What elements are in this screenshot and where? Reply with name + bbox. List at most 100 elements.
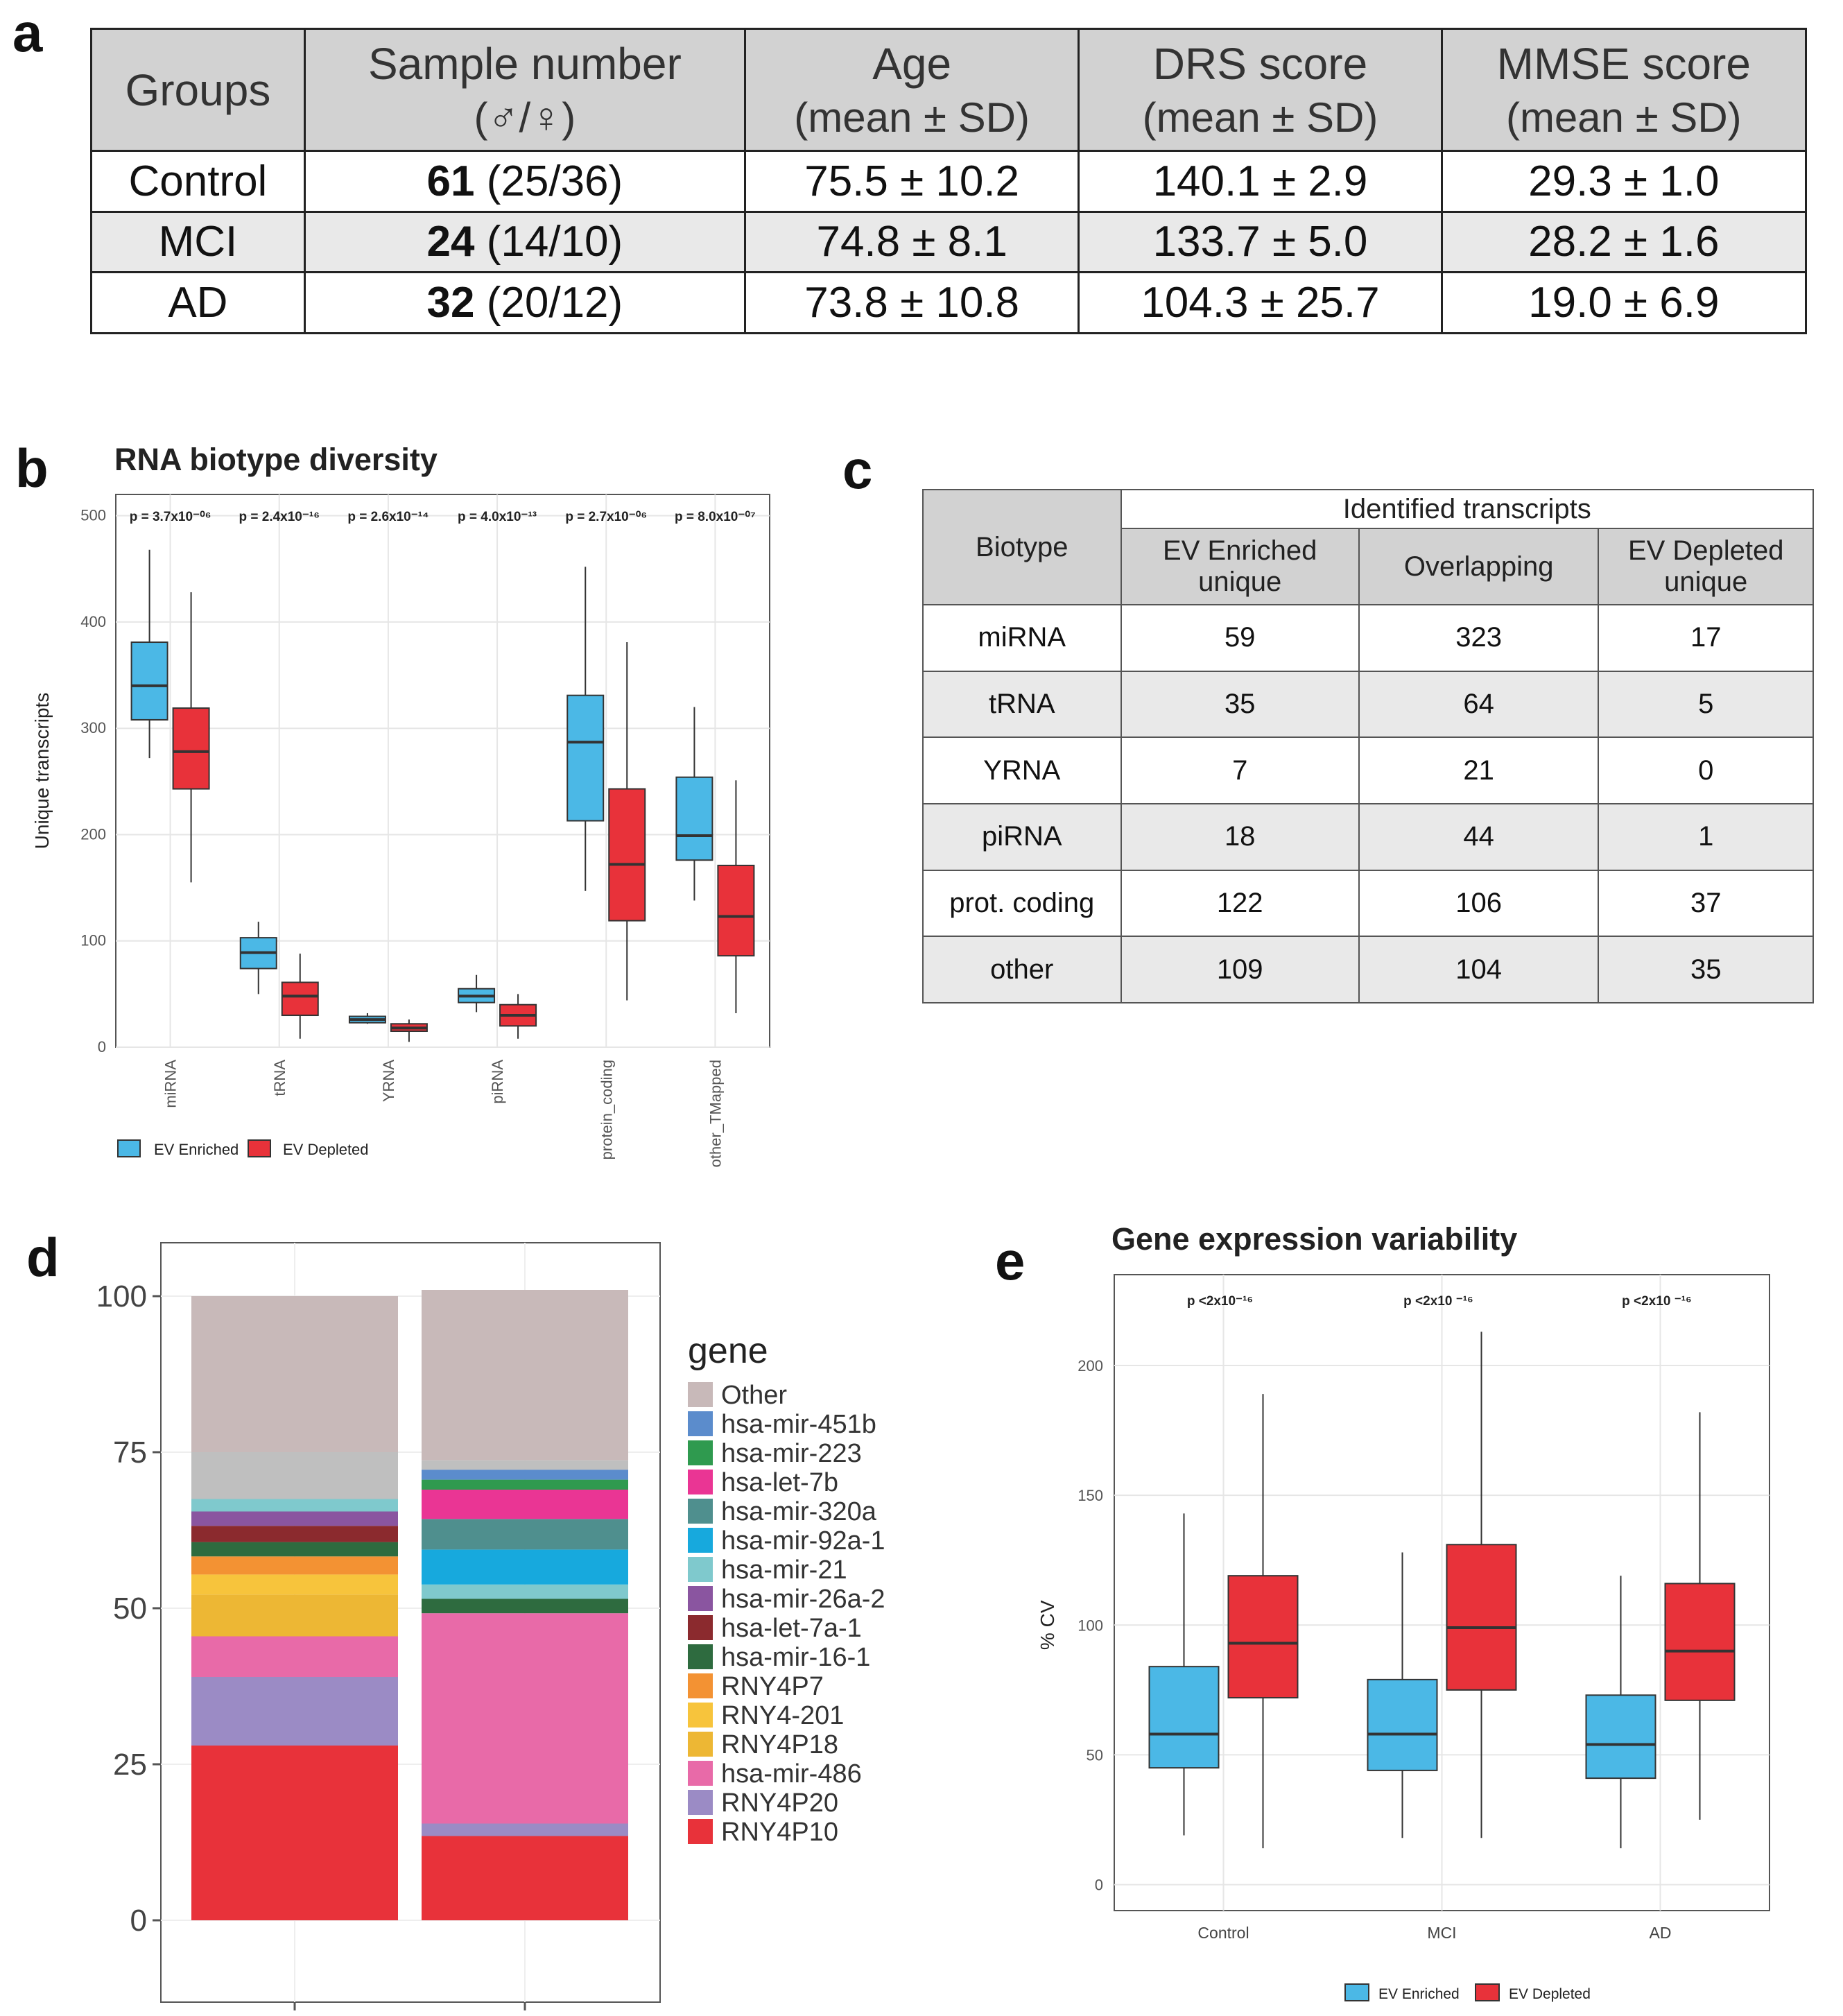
mmse-cell: 29.3 ± 1.0 — [1440, 150, 1808, 213]
p-value-label: p = 2.7x10⁻⁰⁶ — [565, 510, 647, 524]
age-cell: 75.5 ± 10.2 — [743, 150, 1080, 213]
overlap-cell: 21 — [1358, 736, 1600, 804]
y-tick-label: 200 — [80, 825, 106, 843]
mmse-cell: 28.2 ± 1.6 — [1440, 210, 1808, 274]
p-value-label: p <2x10⁻¹⁶ — [1187, 1294, 1253, 1309]
legend-title: gene — [688, 1331, 768, 1371]
y-axis-label: % CV — [1037, 1600, 1058, 1650]
x-tick-label: EV-depleted — [442, 2015, 608, 2016]
sample-cell: 24 (14/10) — [303, 210, 746, 274]
legend-label: hsa-mir-486 — [721, 1759, 862, 1789]
transcripts-table: Biotype Identified transcripts EV Enrich… — [922, 489, 1814, 1003]
legend-swatch — [688, 1615, 713, 1640]
header-ev-depleted: EV Depleted unique — [1598, 528, 1814, 605]
x-tick-label: miRNA — [162, 1060, 180, 1108]
table-row: AD 32 (20/12) 73.8 ± 10.8 104.3 ± 25.7 1… — [90, 271, 1808, 334]
enriched-cell: 18 — [1120, 802, 1360, 871]
header-identified-transcripts: Identified transcripts — [1120, 489, 1814, 529]
overlap-cell: 44 — [1358, 802, 1600, 871]
bar-segment — [422, 1599, 628, 1614]
box — [675, 776, 713, 861]
y-tick-label: 400 — [80, 613, 106, 630]
enriched-cell: 35 — [1120, 670, 1360, 739]
header-overlapping: Overlapping — [1358, 528, 1600, 605]
legend-swatch — [248, 1139, 271, 1157]
legend-swatch — [688, 1673, 713, 1698]
chart-title: Gene expression variability — [1111, 1221, 1517, 1257]
bar-segment — [422, 1549, 628, 1585]
legend-swatch — [688, 1440, 713, 1465]
group-cell: AD — [90, 271, 306, 334]
x-tick-label: EV-enriched — [211, 2015, 378, 2016]
panel-label-c: c — [842, 439, 873, 500]
y-tick-label: 500 — [80, 507, 106, 524]
overlap-cell: 106 — [1358, 869, 1600, 938]
header-drs: DRS score (mean ± SD) — [1078, 28, 1443, 152]
bar-segment — [191, 1511, 398, 1526]
x-tick-label: YRNA — [380, 1060, 397, 1102]
table-row: other 109 104 35 — [922, 936, 1814, 1003]
x-tick-label: tRNA — [271, 1060, 288, 1096]
legend-label: hsa-let-7a-1 — [721, 1614, 862, 1643]
box — [1227, 1575, 1299, 1699]
legend-swatch — [688, 1819, 713, 1844]
p-value-label: p = 2.4x10⁻¹⁶ — [239, 510, 320, 524]
demographics-table: Groups Sample number (♂/♀) Age (mean ± SD)… — [90, 28, 1808, 334]
header-age: Age (mean ± SD) — [743, 28, 1080, 152]
legend-swatch — [688, 1557, 713, 1582]
plot-area — [115, 494, 770, 1048]
y-tick-label: 25 — [113, 1748, 147, 1782]
table-row: miRNA 59 323 17 — [922, 604, 1814, 672]
legend-label: hsa-mir-16-1 — [721, 1643, 870, 1672]
bar-segment — [422, 1613, 628, 1824]
legend-label: RNY4-201 — [721, 1701, 844, 1730]
x-tick-label: other_TMapped — [707, 1060, 724, 1167]
biotype-cell: YRNA — [922, 736, 1122, 804]
legend-swatch — [1344, 1983, 1369, 2001]
mmse-cell: 19.0 ± 6.9 — [1440, 271, 1808, 334]
box — [566, 694, 605, 822]
bar-segment — [422, 1479, 628, 1490]
legend-label: EV Depleted — [1509, 1986, 1591, 2002]
bar-segment — [191, 1594, 398, 1637]
y-tick-label: 100 — [80, 932, 106, 949]
group-cell: Control — [90, 150, 306, 213]
y-tick-label: 300 — [80, 719, 106, 736]
bar-segment — [422, 1823, 628, 1836]
box — [1446, 1544, 1517, 1691]
legend-label: hsa-mir-223 — [721, 1439, 862, 1468]
depleted-cell: 17 — [1598, 604, 1814, 672]
legend-label: hsa-mir-21 — [721, 1556, 847, 1585]
depleted-cell: 0 — [1598, 736, 1814, 804]
legend-label: hsa-mir-320a — [721, 1497, 877, 1526]
legend-label: hsa-mir-92a-1 — [721, 1526, 885, 1556]
header-ev-enriched: EV Enriched unique — [1120, 528, 1360, 605]
legend-swatch — [1475, 1983, 1500, 2001]
legend-swatch — [688, 1382, 713, 1407]
legend-label: RNY4P20 — [721, 1789, 838, 1818]
chart-title: RNA biotype diversity — [114, 442, 438, 477]
legend-swatch — [688, 1790, 713, 1815]
depleted-cell: 35 — [1598, 936, 1814, 1003]
y-tick-label: 50 — [1087, 1746, 1103, 1764]
box — [1148, 1666, 1220, 1769]
overlap-cell: 323 — [1358, 604, 1600, 672]
box — [717, 864, 755, 957]
y-tick-label: 100 — [96, 1280, 147, 1313]
p-value-label: p = 8.0x10⁻⁰⁷ — [675, 510, 756, 524]
overlap-cell: 104 — [1358, 936, 1600, 1003]
chart-rna-biotype-diversity: RNA biotype diversity 0 100 200 300 400 500 miR… — [31, 442, 770, 1167]
legend-label: RNY4P7 — [721, 1672, 824, 1701]
sample-cell: 61 (25/36) — [303, 150, 746, 213]
legend-swatch — [688, 1586, 713, 1611]
legend-swatch — [688, 1732, 713, 1757]
bar-segment — [422, 1584, 628, 1599]
x-tick-label: Control — [1197, 1924, 1249, 1942]
y-tick-label: 0 — [1095, 1877, 1103, 1894]
legend-swatch — [688, 1470, 713, 1494]
legend-label: RNY4P10 — [721, 1818, 838, 1847]
legend-swatch — [688, 1528, 713, 1553]
p-value-label: p = 2.6x10⁻¹⁴ — [347, 510, 429, 524]
legend-swatch — [688, 1703, 713, 1728]
box — [1585, 1694, 1656, 1780]
